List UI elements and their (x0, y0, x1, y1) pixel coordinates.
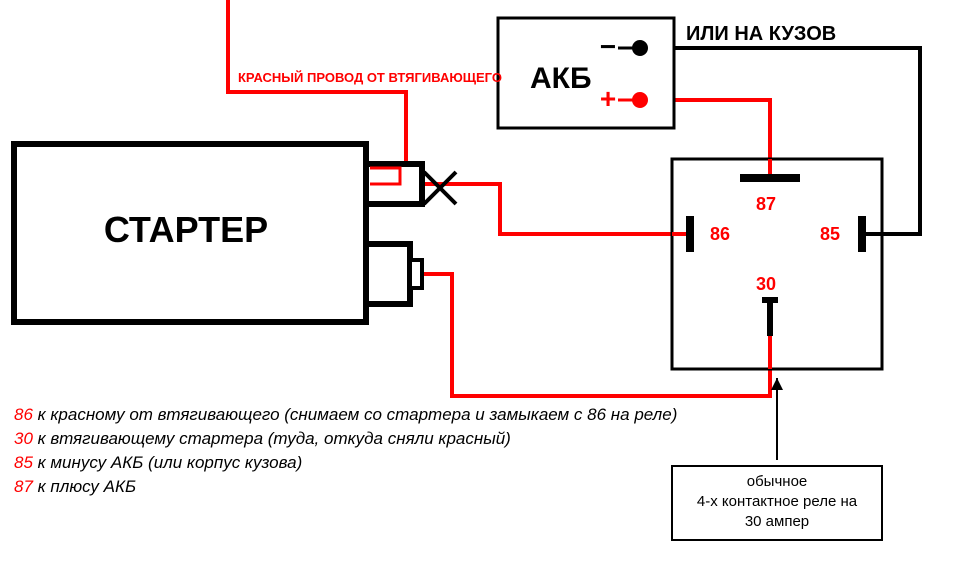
relay-pin-30-label: 30 (756, 274, 776, 294)
wiring-diagram: СТАРТЕР АКБ− + ИЛИ НА КУЗОВ 87 86 85 30 обычное 4… (0, 0, 960, 563)
relay-box (672, 159, 882, 369)
relay-note-line: 4-х контактное реле на (697, 493, 858, 510)
starter-stub-bot (366, 244, 410, 304)
legend-line: 86 к красному от втягивающего (снимаем с… (14, 405, 677, 424)
battery-side-note: ИЛИ НА КУЗОВ (686, 23, 836, 45)
legend-line: 30 к втягивающему стартера (туда, откуда… (14, 429, 511, 448)
red-wire-label: КРАСНЫЙ ПРОВОД ОТ ВТЯГИВАЮЩЕГО (238, 70, 502, 85)
legend-line: 87 к плюсу АКБ (14, 477, 136, 496)
starter-stub-bot-inner (410, 260, 422, 288)
relay-note-line: 30 ампер (745, 513, 809, 530)
starter-label: СТАРТЕР (104, 209, 268, 250)
relay-pin-87-label: 87 (756, 194, 776, 214)
battery-minus-sign: − (600, 31, 616, 62)
relay-note-line: обычное (747, 473, 808, 490)
relay-pin-86-label: 86 (710, 224, 730, 244)
battery-plus-sign: + (600, 83, 616, 114)
legend-line: 85 к минусу АКБ (или корпус кузова) (14, 453, 302, 472)
battery-label: АКБ (530, 62, 592, 95)
relay-pin-85-label: 85 (820, 224, 840, 244)
